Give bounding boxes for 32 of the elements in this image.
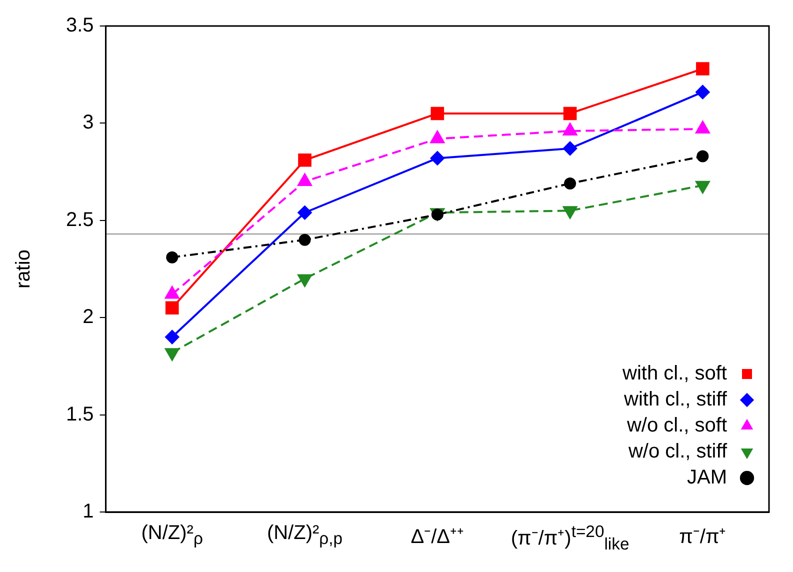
point xyxy=(298,174,312,186)
y-tick-label: 3.5 xyxy=(66,14,94,37)
legend-label: JAM xyxy=(687,466,727,489)
x-tick-label: (N/Z)²$_{ρ,p}$ xyxy=(266,522,344,549)
point xyxy=(696,121,710,134)
y-tick-label: 1.5 xyxy=(66,403,94,426)
legend-label: with cl., stiff xyxy=(623,388,728,411)
point xyxy=(696,85,710,100)
point xyxy=(430,151,444,166)
point xyxy=(298,234,311,246)
point xyxy=(696,150,709,162)
point xyxy=(165,301,179,315)
point xyxy=(430,106,444,120)
point xyxy=(298,153,312,167)
legend-label: with cl., soft xyxy=(622,362,728,385)
y-tick-label: 3 xyxy=(82,112,94,134)
x-tick-label: Δ⁻/Δ⁺⁺ xyxy=(410,526,464,548)
point xyxy=(298,206,312,220)
point xyxy=(696,62,710,76)
y-tick-label: 2.5 xyxy=(66,208,94,231)
point xyxy=(563,106,577,120)
legend-label: w/o cl., stiff xyxy=(627,440,728,463)
y-tick-label: 2 xyxy=(82,306,94,328)
y-tick-label: 1 xyxy=(82,500,94,523)
x-tick-label: (N/Z)²$_{ρ}$ xyxy=(140,522,204,549)
point xyxy=(564,177,576,190)
point xyxy=(563,141,578,156)
legend-label: w/o cl., soft xyxy=(626,414,728,437)
point xyxy=(166,251,178,264)
x-tick-label: π⁻/π⁺ xyxy=(679,526,726,548)
point xyxy=(165,330,180,344)
y-axis-title: ratio xyxy=(12,250,35,288)
